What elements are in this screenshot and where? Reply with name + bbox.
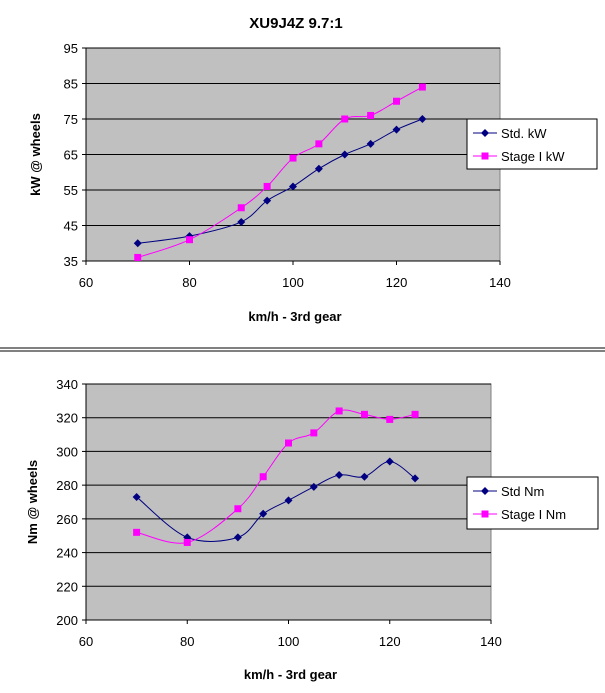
legend-box — [466, 476, 599, 530]
chart-title: XU9J4Z 9.7:1 — [249, 15, 342, 32]
data-point — [314, 164, 323, 173]
data-point — [386, 415, 394, 423]
data-point — [315, 140, 323, 148]
y-tick-label: 320 — [56, 411, 78, 426]
data-point — [335, 407, 343, 415]
chart-2: 200 220 240 260 280 300 320 340 60 80 100 120 140 km/… — [25, 377, 599, 682]
y-tick-label: 75 — [64, 112, 78, 127]
x-tick-label: 120 — [379, 634, 401, 649]
series-line-2 — [137, 86, 423, 258]
y-tick-label: 200 — [56, 613, 78, 628]
data-point — [411, 410, 419, 418]
x-tick-label: 120 — [386, 275, 408, 290]
x-tick-label: 100 — [282, 275, 304, 290]
legend-marker — [481, 152, 489, 160]
y-tick-label: 85 — [64, 77, 78, 92]
data-point — [341, 115, 349, 123]
y-tick-label: 220 — [56, 579, 78, 594]
data-point — [133, 239, 142, 248]
data-point — [285, 439, 292, 447]
data-point — [284, 496, 293, 505]
y-tick-label: 55 — [64, 183, 78, 198]
legend-marker — [481, 510, 489, 518]
y-tick-label: 35 — [64, 254, 78, 269]
data-point — [367, 111, 375, 119]
data-point — [360, 472, 369, 481]
data-point — [418, 83, 426, 91]
legend-marker — [481, 129, 489, 137]
y-tick-label: 280 — [56, 478, 78, 493]
y-tick-label: 240 — [56, 546, 78, 561]
data-point — [393, 97, 400, 105]
data-point — [186, 236, 193, 244]
x-axis-title: km/h - 3rd gear — [244, 667, 337, 682]
data-point — [289, 182, 297, 191]
y-tick-label: 95 — [64, 41, 78, 56]
legend-label: Std Nm — [501, 484, 544, 499]
data-point — [132, 492, 141, 501]
data-point — [237, 204, 245, 212]
x-tick-label: 140 — [480, 634, 502, 649]
legend-marker — [481, 487, 489, 495]
data-point — [385, 457, 394, 466]
legend-box — [466, 118, 598, 170]
data-point — [133, 528, 141, 536]
data-point — [418, 115, 427, 123]
y-tick-label: 45 — [64, 219, 78, 234]
data-point — [183, 538, 191, 546]
data-point — [263, 196, 272, 205]
data-point — [134, 253, 142, 261]
y-tick-label: 65 — [64, 148, 78, 163]
x-tick-label: 60 — [79, 275, 93, 290]
y-axis-title: kW @ wheels — [28, 113, 43, 196]
x-tick-label: 60 — [79, 634, 93, 649]
x-axis-title: km/h - 3rd gear — [248, 309, 341, 324]
y-tick-label: 340 — [56, 377, 78, 392]
data-point — [259, 473, 267, 481]
x-tick-label: 140 — [489, 275, 511, 290]
series-line-2 — [136, 409, 416, 544]
data-point — [340, 150, 349, 159]
legend-label: Stage I Nm — [501, 507, 566, 522]
data-point — [234, 505, 242, 513]
x-tick-label: 80 — [180, 634, 194, 649]
data-point — [263, 182, 271, 190]
data-point — [310, 429, 318, 437]
x-tick-label: 80 — [182, 275, 196, 290]
x-tick-label: 100 — [278, 634, 300, 649]
data-point — [335, 471, 344, 480]
data-point — [259, 509, 268, 518]
data-point — [360, 410, 368, 418]
data-point — [392, 125, 401, 134]
series-line-1 — [137, 118, 423, 244]
data-point — [309, 482, 318, 491]
series-line-1 — [136, 461, 416, 542]
data-point — [366, 139, 375, 148]
data-point — [233, 533, 242, 542]
y-axis-title: Nm @ wheels — [25, 460, 40, 544]
legend-label: Std. kW — [501, 126, 547, 141]
chart-1: 35 45 55 65 75 85 95 60 80 100 120 140 XU9J4Z 9.7:1 k… — [28, 15, 598, 324]
data-point — [237, 217, 246, 226]
data-point — [289, 154, 297, 162]
legend-label: Stage I kW — [501, 149, 565, 164]
data-point — [411, 474, 420, 483]
y-tick-label: 300 — [56, 444, 78, 459]
y-tick-label: 260 — [56, 512, 78, 527]
